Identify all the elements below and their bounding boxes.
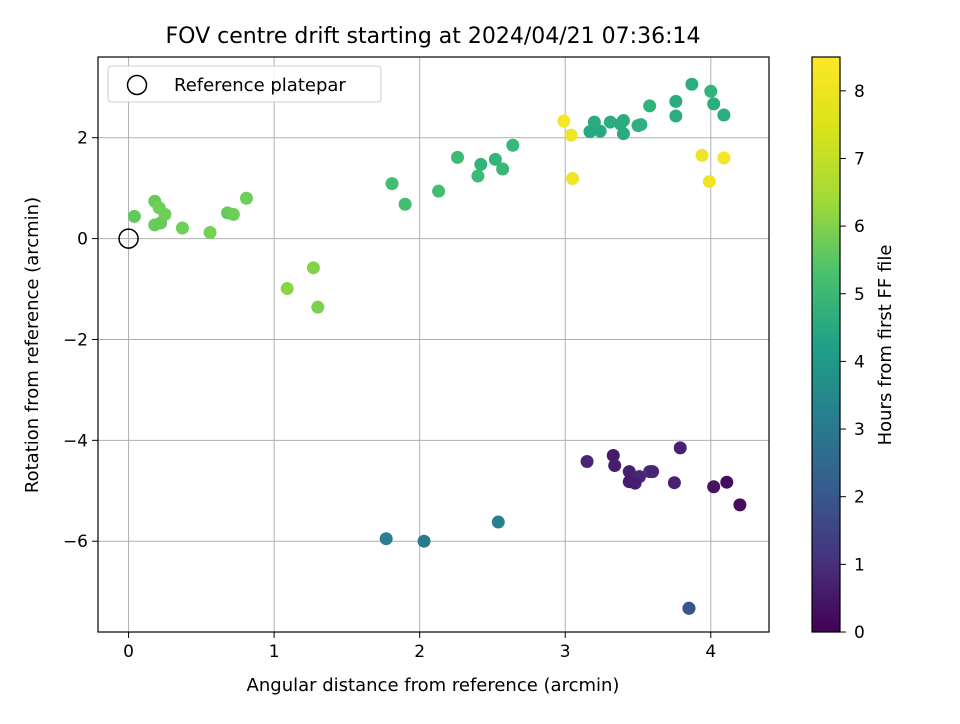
x-tick-label: 4: [705, 642, 716, 662]
plot-frame: [97, 56, 770, 633]
legend-box: [107, 65, 382, 103]
data-point: [566, 172, 580, 186]
colorbar-ticks: 0 1 2 3 4 5 6 7 8: [840, 82, 865, 643]
data-point: [606, 448, 620, 462]
data-point: [471, 169, 485, 183]
grid-lines: [98, 57, 769, 632]
data-point: [474, 157, 488, 171]
colorbar-tick-label: 1: [854, 555, 865, 575]
y-axis-ticks: −6 −4 −2 0 2: [63, 129, 98, 552]
data-point: [616, 127, 630, 141]
data-point: [622, 465, 636, 479]
data-point: [417, 534, 431, 548]
colorbar-label: Hours from first FF file: [875, 245, 896, 446]
y-tick-label: −4: [63, 431, 88, 451]
data-point: [634, 118, 648, 132]
data-point: [628, 476, 642, 490]
data-point: [496, 162, 510, 176]
x-tick-label: 1: [269, 642, 280, 662]
data-points: [127, 77, 747, 615]
colorbar-tick-label: 8: [854, 82, 865, 102]
data-point: [616, 114, 630, 128]
data-point: [704, 84, 718, 98]
x-tick-label: 2: [414, 642, 425, 662]
data-point: [702, 175, 716, 189]
data-point: [685, 77, 699, 91]
data-point: [127, 209, 141, 223]
legend: Reference platepar: [107, 65, 382, 103]
y-axis-label: Rotation from reference (arcmin): [22, 197, 43, 493]
legend-marker: [126, 74, 148, 96]
colorbar-tick-label: 5: [854, 285, 865, 305]
data-point: [669, 94, 683, 108]
data-point: [311, 300, 325, 314]
legend-label: Reference platepar: [174, 75, 346, 96]
data-point: [158, 207, 172, 221]
data-point: [506, 138, 520, 152]
data-point: [385, 177, 399, 191]
data-point: [557, 114, 571, 128]
colorbar: [811, 56, 841, 633]
data-point: [379, 532, 393, 546]
data-point: [488, 152, 502, 166]
data-point: [226, 207, 240, 221]
data-point: [720, 475, 734, 489]
data-point: [733, 498, 747, 512]
x-axis-ticks: 0 1 2 3 4: [123, 632, 716, 662]
data-point: [646, 465, 660, 479]
colorbar-tick-label: 4: [854, 352, 865, 372]
y-tick-label: −2: [63, 330, 88, 350]
x-tick-label: 0: [123, 642, 134, 662]
colorbar-tick-label: 6: [854, 217, 865, 237]
y-tick-label: 0: [77, 230, 88, 250]
data-point: [667, 476, 681, 490]
colorbar-tick-label: 2: [854, 488, 865, 508]
data-point: [398, 197, 412, 211]
colorbar-tick-label: 3: [854, 420, 865, 440]
data-point: [707, 480, 721, 494]
data-point: [707, 97, 721, 111]
data-point: [580, 455, 594, 469]
data-point: [432, 184, 446, 198]
data-point: [491, 515, 505, 529]
data-point: [695, 148, 709, 162]
data-point: [280, 282, 294, 296]
data-point: [603, 115, 617, 129]
data-point: [682, 601, 696, 615]
data-point: [669, 109, 683, 123]
x-axis-label: Angular distance from reference (arcmin): [247, 675, 620, 696]
data-point: [203, 226, 217, 240]
data-point: [608, 459, 622, 473]
data-point: [643, 99, 657, 113]
data-point: [564, 128, 578, 142]
colorbar-tick-label: 0: [854, 623, 865, 643]
data-point: [673, 441, 687, 455]
data-point: [717, 151, 731, 165]
y-tick-label: 2: [77, 129, 88, 149]
data-point: [593, 124, 607, 138]
data-point: [175, 221, 189, 235]
x-tick-label: 3: [560, 642, 571, 662]
reference-marker: [118, 228, 139, 249]
data-point: [451, 150, 465, 164]
data-point: [306, 261, 320, 275]
data-point: [717, 108, 731, 122]
y-tick-label: −6: [63, 532, 88, 552]
data-point: [239, 191, 253, 205]
colorbar-tick-label: 7: [854, 149, 865, 169]
chart-title: FOV centre drift starting at 2024/04/21 …: [166, 24, 701, 49]
